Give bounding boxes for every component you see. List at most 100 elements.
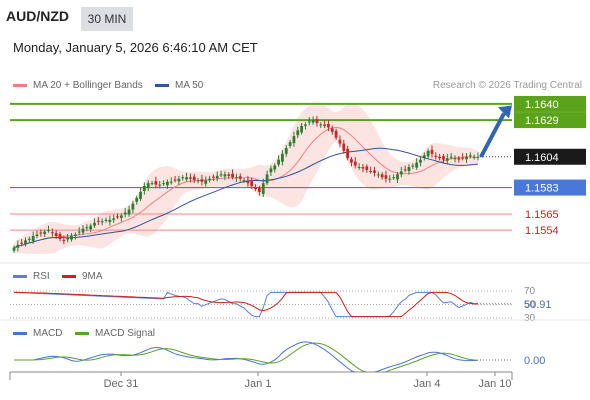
macd-signal-line	[14, 342, 479, 373]
candle-body	[158, 184, 162, 186]
candle-body	[116, 216, 119, 218]
candle-body	[376, 174, 380, 176]
level-tag-1.1629	[514, 112, 586, 129]
candle-body	[215, 175, 219, 179]
candle-body	[185, 177, 188, 180]
candle-body	[173, 179, 177, 181]
candle-body	[407, 167, 411, 171]
candle-body	[392, 177, 396, 179]
candle-body	[89, 225, 93, 230]
candle-body	[288, 142, 292, 146]
candle-body	[269, 168, 273, 173]
bollinger-band	[14, 102, 478, 254]
candle-body	[258, 188, 261, 192]
candle-body	[204, 180, 208, 184]
candle-body	[81, 228, 85, 233]
candle-body	[238, 176, 242, 179]
candle-body	[181, 177, 185, 179]
candle-body	[323, 124, 327, 126]
candle-body	[77, 231, 81, 233]
legend-macd-signal: MACD Signal	[75, 328, 155, 339]
timestamp: Monday, January 5, 2026 6:46:10 AM CET	[13, 40, 258, 55]
candle-body	[399, 171, 403, 175]
candle-body	[146, 183, 150, 189]
rsi-ma-line	[14, 291, 478, 318]
candle-body	[62, 239, 66, 241]
candle-body	[369, 170, 373, 172]
candle-body	[311, 120, 315, 123]
rsi-label: RSI	[33, 271, 50, 282]
ma50-line	[13, 147, 479, 249]
candle-body	[24, 240, 27, 245]
rsi-ref-label: 70	[524, 286, 536, 297]
candle-body	[54, 233, 58, 236]
candle-body	[342, 143, 346, 151]
x-tick-label: Jan 4	[414, 378, 441, 390]
candle-body	[12, 247, 16, 251]
candle-body	[96, 220, 100, 222]
candle-body	[465, 156, 468, 160]
candle-body	[350, 159, 353, 163]
legend-ma20: MA 20 + Bollinger Bands	[13, 80, 143, 91]
x-tick-label: Jan 1	[245, 378, 272, 390]
forecast-arrow-shaft	[479, 112, 506, 158]
candle-body	[403, 169, 407, 171]
candle-body	[411, 165, 415, 167]
legend-ma50: MA 50	[155, 80, 203, 91]
candle-body	[476, 156, 480, 158]
candle-body	[396, 174, 399, 180]
candle-body	[307, 121, 311, 123]
candle-body	[319, 124, 323, 126]
candle-body	[150, 183, 154, 185]
candle-body	[300, 125, 304, 133]
level-label-1.1640: 1.1640	[525, 99, 559, 111]
candle-body	[50, 232, 54, 234]
candle-body	[461, 157, 465, 159]
candle-body	[338, 139, 342, 144]
candle-body	[434, 155, 438, 157]
rsi-swatch	[13, 274, 27, 278]
candle-body	[254, 187, 257, 190]
candle-body	[242, 180, 246, 182]
macd-swatch	[13, 331, 27, 335]
candle-body	[373, 170, 376, 173]
candle-body	[43, 231, 47, 235]
level-tag-1.1640	[514, 95, 586, 112]
candle-body	[108, 219, 112, 222]
candle-body	[353, 161, 357, 166]
candle-body	[162, 183, 165, 185]
candle-body	[388, 178, 392, 180]
candle-body	[27, 238, 31, 240]
ma20-swatch	[13, 83, 27, 87]
candle-body	[58, 233, 62, 239]
candle-body	[449, 156, 453, 158]
candle-body	[112, 218, 116, 220]
candle-body	[20, 242, 24, 244]
candle-body	[422, 155, 426, 158]
candle-body	[39, 232, 43, 234]
level-label-1.1629: 1.1629	[525, 115, 559, 127]
candle-body	[169, 181, 173, 183]
candle-body	[85, 227, 89, 229]
macd-line	[14, 341, 479, 373]
candle-body	[315, 119, 319, 124]
candle-body	[100, 221, 104, 223]
candle-body	[231, 173, 234, 178]
candle-body	[142, 186, 146, 191]
candle-body	[468, 155, 472, 157]
timeframe-badge[interactable]: 30 MIN	[81, 7, 133, 31]
candle-body	[327, 123, 330, 128]
candle-body	[380, 174, 384, 178]
candle-body	[281, 153, 284, 162]
forecast-arrow-head	[498, 105, 512, 119]
candle-body	[442, 156, 445, 160]
candle-body	[70, 235, 73, 240]
candle-body	[212, 176, 215, 178]
candle-body	[296, 130, 300, 136]
candle-body	[192, 176, 196, 181]
macd-signal-swatch	[75, 331, 89, 335]
candle-body	[135, 197, 139, 202]
candle-body	[430, 149, 434, 154]
symbol-title: AUD/NZD	[6, 8, 69, 24]
rsi-ref-label: 50	[524, 300, 536, 311]
